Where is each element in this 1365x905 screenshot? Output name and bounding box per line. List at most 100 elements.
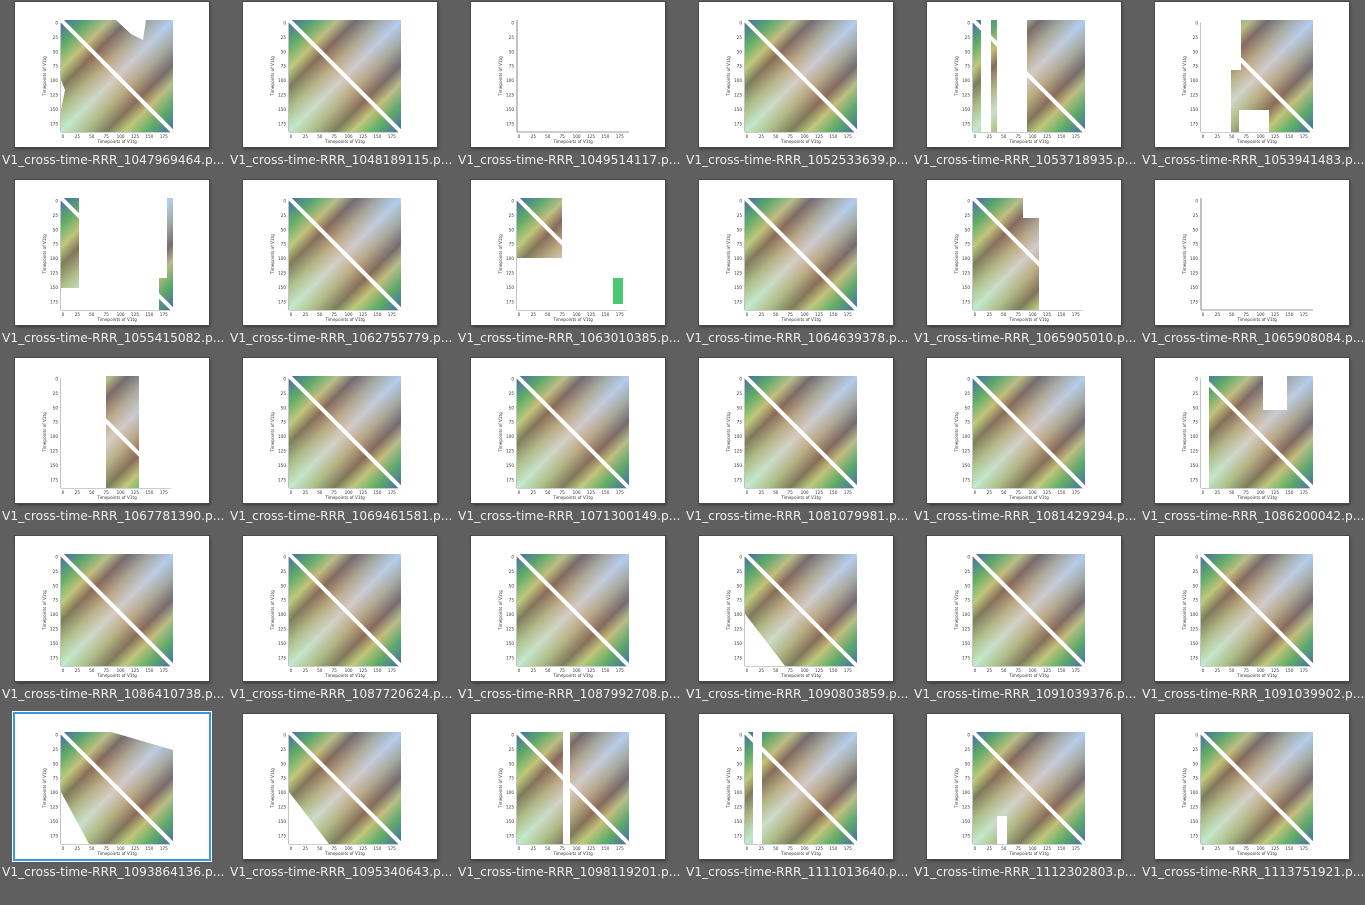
thumbnail-image[interactable]: 0 25 50 75 100 125 150 175 0 25 50 75 100 125 150 175 Ti… [15,536,209,681]
thumbnail-image[interactable]: 0 25 50 75 100 125 150 175 0 25 50 75 100 125 150 175 Ti… [927,180,1121,325]
y-tick-label: 75 [737,598,743,603]
thumbnail-image[interactable]: 0 25 50 75 100 125 150 175 0 25 50 75 100 125 150 175 Ti… [15,714,209,859]
y-tick-label: 0 [55,377,58,382]
file-thumbnail-item[interactable]: 0 25 50 75 100 125 150 175 0 25 50 75 100 125 150 175 Ti… [1140,0,1365,178]
x-tick-label: 175 [160,490,168,495]
file-thumbnail-item[interactable]: 0 25 50 75 100 125 150 175 0 25 50 75 100 125 150 175 Ti… [1140,356,1365,534]
file-thumbnail-item[interactable]: 0 25 50 75 100 125 150 175 0 25 50 75 100 125 150 175 Ti… [0,0,228,178]
thumbnail-image[interactable]: 0 25 50 75 100 125 150 175 0 25 50 75 100 125 150 175 Ti… [471,714,665,859]
y-tick-label: 175 [278,655,286,660]
file-thumbnail-item[interactable]: 0 25 50 75 100 125 150 175 0 25 50 75 100 125 150 175 Ti… [228,178,456,356]
thumbnail-image[interactable]: 0 25 50 75 100 125 150 175 0 25 50 75 100 125 150 175 Ti… [927,2,1121,147]
thumbnail-image[interactable]: 0 25 50 75 100 125 150 175 0 25 50 75 100 125 150 175 Ti… [699,714,893,859]
file-thumbnail-item[interactable]: 0 25 50 75 100 125 150 175 0 25 50 75 100 125 150 175 Ti… [1140,712,1365,890]
x-tick-label: 75 [104,134,110,139]
thumbnail-image[interactable]: 0 25 50 75 100 125 150 175 0 25 50 75 100 125 150 175 Ti… [1155,180,1349,325]
x-tick-label: 25 [759,668,765,673]
file-thumbnail-item[interactable]: 0 25 50 75 100 125 150 175 0 25 50 75 100 125 150 175 Ti… [228,712,456,890]
thumbnail-image[interactable]: 0 25 50 75 100 125 150 175 0 25 50 75 100 125 150 175 Ti… [927,358,1121,503]
y-tick-label: 75 [509,242,515,247]
x-tick-label: 75 [788,134,794,139]
file-thumbnail-item[interactable]: 0 25 50 75 100 125 150 175 0 25 50 75 100 125 150 175 Ti… [912,0,1140,178]
y-tick-label: 25 [737,391,743,396]
thumbnail-image[interactable]: 0 25 50 75 100 125 150 175 0 25 50 75 100 125 150 175 Ti… [927,714,1121,859]
file-thumbnail-item[interactable]: 0 25 50 75 100 125 150 175 0 25 50 75 100 125 150 175 Ti… [456,356,684,534]
thumbnail-image[interactable]: 0 25 50 75 100 125 150 175 0 25 50 75 100 125 150 175 Ti… [15,180,209,325]
file-thumbnail-item[interactable]: 0 25 50 75 100 125 150 175 0 25 50 75 100 125 150 175 Ti… [684,178,912,356]
file-thumbnail-item[interactable]: 0 25 50 75 100 125 150 175 0 25 50 75 100 125 150 175 Ti… [0,712,228,890]
heatmap-thumbnail: 0 25 50 75 100 125 150 175 0 25 50 75 100 125 150 175 Ti… [726,730,859,856]
thumbnail-image[interactable]: 0 25 50 75 100 125 150 175 0 25 50 75 100 125 150 175 Ti… [927,536,1121,681]
x-tick-label: 125 [1271,312,1279,317]
y-tick-label: 0 [1195,377,1198,382]
thumbnail-image[interactable]: 0 25 50 75 100 125 150 175 0 25 50 75 100 125 150 175 Ti… [699,536,893,681]
file-name-label: V1_cross-time-RRR_1086200042.p... [1142,509,1365,523]
thumbnail-image[interactable]: 0 25 50 75 100 125 150 175 0 25 50 75 100 125 150 175 Ti… [243,714,437,859]
thumbnail-image[interactable]: 0 25 50 75 100 125 150 175 0 25 50 75 100 125 150 175 Ti… [243,358,437,503]
y-axis-label: Timepoints of V1tg [42,56,47,97]
file-thumbnail-item[interactable]: 0 25 50 75 100 125 150 175 0 25 50 75 100 125 150 175 Ti… [0,178,228,356]
thumbnail-image[interactable]: 0 25 50 75 100 125 150 175 0 25 50 75 100 125 150 175 Ti… [471,358,665,503]
thumbnail-image[interactable]: 0 25 50 75 100 125 150 175 0 25 50 75 100 125 150 175 Ti… [699,358,893,503]
file-thumbnail-item[interactable]: 0 25 50 75 100 125 150 175 0 25 50 75 100 125 150 175 Ti… [0,356,228,534]
file-thumbnail-item[interactable]: 0 25 50 75 100 125 150 175 0 25 50 75 100 125 150 175 Ti… [684,356,912,534]
thumbnail-image[interactable]: 0 25 50 75 100 125 150 175 0 25 50 75 100 125 150 175 Ti… [15,358,209,503]
file-thumbnail-item[interactable]: 0 25 50 75 100 125 150 175 0 25 50 75 100 125 150 175 Ti… [228,0,456,178]
y-tick-label: 25 [509,569,515,574]
thumbnail-image[interactable]: 0 25 50 75 100 125 150 175 0 25 50 75 100 125 150 175 Ti… [471,180,665,325]
file-name-label: V1_cross-time-RRR_1065908084.p... [1142,331,1365,345]
x-tick-label: 100 [345,134,353,139]
file-thumbnail-item[interactable]: 0 25 50 75 100 125 150 175 0 25 50 75 100 125 150 175 Ti… [684,0,912,178]
thumbnail-image[interactable]: 0 25 50 75 100 125 150 175 0 25 50 75 100 125 150 175 Ti… [15,2,209,147]
thumbnail-image[interactable]: 0 25 50 75 100 125 150 175 0 25 50 75 100 125 150 175 Ti… [471,536,665,681]
file-thumbnail-item[interactable]: 0 25 50 75 100 125 150 175 0 25 50 75 100 125 150 175 Ti… [456,712,684,890]
file-name-label: V1_cross-time-RRR_1053941483.p... [1142,153,1365,167]
y-tick-label: 125 [278,449,286,454]
thumbnail-image[interactable]: 0 25 50 75 100 125 150 175 0 25 50 75 100 125 150 175 Ti… [1155,358,1349,503]
file-thumbnail-item[interactable]: 0 25 50 75 100 125 150 175 0 25 50 75 100 125 150 175 Ti… [912,356,1140,534]
file-thumbnail-item[interactable]: 0 25 50 75 100 125 150 175 0 25 50 75 100 125 150 175 Ti… [456,178,684,356]
y-tick-label: 150 [734,463,742,468]
thumbnail-image[interactable]: 0 25 50 75 100 125 150 175 0 25 50 75 100 125 150 175 Ti… [243,2,437,147]
y-tick-label: 25 [737,747,743,752]
file-thumbnail-item[interactable]: 0 25 50 75 100 125 150 175 0 25 50 75 100 125 150 175 Ti… [456,534,684,712]
file-thumbnail-item[interactable]: 0 25 50 75 100 125 150 175 0 25 50 75 100 125 150 175 Ti… [912,534,1140,712]
thumbnail-image[interactable]: 0 25 50 75 100 125 150 175 0 25 50 75 100 125 150 175 Ti… [471,2,665,147]
thumbnail-image[interactable]: 0 25 50 75 100 125 150 175 0 25 50 75 100 125 150 175 Ti… [699,180,893,325]
file-thumbnail-item[interactable]: 0 25 50 75 100 125 150 175 0 25 50 75 100 125 150 175 Ti… [684,712,912,890]
thumbnail-image[interactable]: 0 25 50 75 100 125 150 175 0 25 50 75 100 125 150 175 Ti… [243,180,437,325]
thumbnail-image[interactable]: 0 25 50 75 100 125 150 175 0 25 50 75 100 125 150 175 Ti… [243,536,437,681]
x-tick-label: 125 [1271,490,1279,495]
x-tick-label: 100 [573,490,581,495]
x-tick-label: 150 [1285,312,1293,317]
x-tick-label: 50 [1229,846,1235,851]
y-tick-label: 50 [1193,49,1199,54]
file-thumbnail-item[interactable]: 0 25 50 75 100 125 150 175 0 25 50 75 100 125 150 175 Ti… [1140,178,1365,356]
mask-region [1039,218,1085,310]
x-tick-label: 0 [1202,668,1205,673]
file-thumbnail-item[interactable]: 0 25 50 75 100 125 150 175 0 25 50 75 100 125 150 175 Ti… [912,178,1140,356]
file-thumbnail-item[interactable]: 0 25 50 75 100 125 150 175 0 25 50 75 100 125 150 175 Ti… [456,0,684,178]
file-thumbnail-item[interactable]: 0 25 50 75 100 125 150 175 0 25 50 75 100 125 150 175 Ti… [1140,534,1365,712]
y-tick-label: 25 [281,213,287,218]
y-tick-label: 50 [53,761,59,766]
y-tick-label: 125 [734,805,742,810]
file-thumbnail-item[interactable]: 0 25 50 75 100 125 150 175 0 25 50 75 100 125 150 175 Ti… [684,534,912,712]
x-tick-label: 125 [587,846,595,851]
file-thumbnail-item[interactable]: 0 25 50 75 100 125 150 175 0 25 50 75 100 125 150 175 Ti… [228,534,456,712]
thumbnail-image[interactable]: 0 25 50 75 100 125 150 175 0 25 50 75 100 125 150 175 Ti… [699,2,893,147]
x-tick-label: 50 [1001,846,1007,851]
heatmap-thumbnail: 0 25 50 75 100 125 150 175 0 25 50 75 100 125 150 175 Ti… [498,730,631,856]
x-tick-label: 175 [844,134,852,139]
file-thumbnail-item[interactable]: 0 25 50 75 100 125 150 175 0 25 50 75 100 125 150 175 Ti… [912,712,1140,890]
y-tick-label: 25 [281,391,287,396]
thumbnail-image[interactable]: 0 25 50 75 100 125 150 175 0 25 50 75 100 125 150 175 Ti… [1155,536,1349,681]
y-tick-label: 125 [506,449,514,454]
file-thumbnail-item[interactable]: 0 25 50 75 100 125 150 175 0 25 50 75 100 125 150 175 Ti… [0,534,228,712]
thumbnail-image[interactable]: 0 25 50 75 100 125 150 175 0 25 50 75 100 125 150 175 Ti… [1155,2,1349,147]
mask-region [116,20,146,40]
thumbnail-image[interactable]: 0 25 50 75 100 125 150 175 0 25 50 75 100 125 150 175 Ti… [1155,714,1349,859]
heatmap-thumbnail: 0 25 50 75 100 125 150 175 0 25 50 75 100 125 150 175 Ti… [42,374,175,500]
x-tick-label: 125 [587,490,595,495]
file-thumbnail-item[interactable]: 0 25 50 75 100 125 150 175 0 25 50 75 100 125 150 175 Ti… [228,356,456,534]
